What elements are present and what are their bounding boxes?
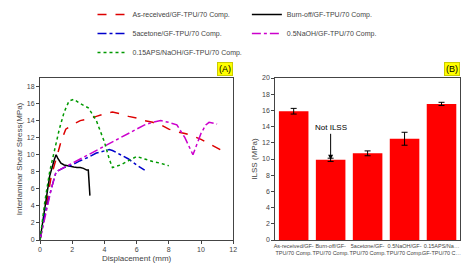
svg-text:5acetone/GF-TPU/70 Comp.: 5acetone/GF-TPU/70 Comp.	[133, 30, 222, 38]
svg-text:5acetone/GF-TPU/70 Comp.: 5acetone/GF-TPU/70 Comp.	[349, 243, 386, 256]
svg-text:As-received/GF-TPU/70 Comp.: As-received/GF-TPU/70 Comp.	[133, 11, 230, 19]
svg-text:16: 16	[262, 107, 270, 114]
svg-text:6: 6	[266, 188, 270, 195]
svg-text:8: 8	[167, 246, 171, 253]
svg-text:2: 2	[266, 220, 270, 227]
svg-text:10: 10	[27, 151, 35, 158]
svg-text:Burn-off/GF-TPU/70 Comp.: Burn-off/GF-TPU/70 Comp.	[287, 11, 372, 19]
svg-text:Burn-off/GF-TPU/70 Comp.: Burn-off/GF-TPU/70 Comp.	[312, 243, 349, 256]
svg-text:16: 16	[27, 100, 35, 107]
svg-text:0.5NaOH/GF-TPU/70 Comp.: 0.5NaOH/GF-TPU/70 Comp.	[386, 243, 423, 256]
svg-text:(B): (B)	[446, 64, 458, 74]
svg-text:Displacement (mm): Displacement (mm)	[102, 254, 172, 263]
svg-text:10: 10	[262, 155, 270, 162]
svg-text:Not ILSS: Not ILSS	[315, 123, 347, 132]
svg-text:10: 10	[197, 246, 205, 253]
svg-text:2: 2	[31, 219, 35, 226]
svg-text:As-received/GF-TPU/70 Comp.: As-received/GF-TPU/70 Comp.	[274, 243, 314, 256]
svg-text:0.5NaOH/GF-TPU/70 Comp.: 0.5NaOH/GF-TPU/70 Comp.	[287, 30, 377, 38]
svg-text:8: 8	[31, 168, 35, 175]
svg-text:8: 8	[266, 172, 270, 179]
svg-text:4: 4	[266, 204, 270, 211]
svg-text:0.15APS/NaOH/GF-TPU/70 Comp.: 0.15APS/NaOH/GF-TPU/70 Comp.	[133, 49, 242, 57]
svg-text:20: 20	[262, 74, 270, 81]
svg-text:0.15APS/Na…GF-TPU/70 C…: 0.15APS/Na…GF-TPU/70 C…	[422, 243, 461, 256]
svg-text:12: 12	[27, 134, 35, 141]
svg-text:0: 0	[38, 246, 42, 253]
svg-text:6: 6	[31, 185, 35, 192]
svg-text:4: 4	[102, 246, 106, 253]
svg-text:0: 0	[266, 236, 270, 243]
svg-text:ILSS (MPa): ILSS (MPa)	[250, 138, 259, 180]
svg-text:(A): (A)	[219, 64, 231, 74]
svg-text:12: 12	[229, 246, 237, 253]
svg-text:12: 12	[262, 139, 270, 146]
svg-text:Interlaminar Shear Stress(MPa): Interlaminar Shear Stress(MPa)	[15, 102, 24, 215]
svg-text:2: 2	[70, 246, 74, 253]
svg-text:4: 4	[31, 202, 35, 209]
svg-text:14: 14	[262, 123, 270, 130]
svg-text:18: 18	[262, 91, 270, 98]
svg-text:0: 0	[31, 236, 35, 243]
svg-text:18: 18	[27, 83, 35, 90]
svg-text:6: 6	[135, 246, 139, 253]
svg-text:14: 14	[27, 117, 35, 124]
